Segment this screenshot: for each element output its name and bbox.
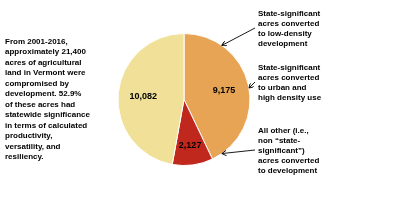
svg-text:10,082: 10,082: [129, 91, 157, 101]
svg-text:2,127: 2,127: [179, 140, 202, 150]
svg-text:All other (i.e.,non “state-sig: All other (i.e.,non “state-significant”)…: [258, 126, 319, 175]
svg-text:State-significantacres convert: State-significantacres convertedto low-d…: [258, 9, 321, 48]
svg-text:State-significantacres convert: State-significantacres convertedto urban…: [258, 63, 322, 102]
svg-text:9,175: 9,175: [213, 85, 236, 95]
html-text:From 2001-2016, approximately: From 2001-2016, approximately 21,400 acr…: [5, 36, 90, 161]
